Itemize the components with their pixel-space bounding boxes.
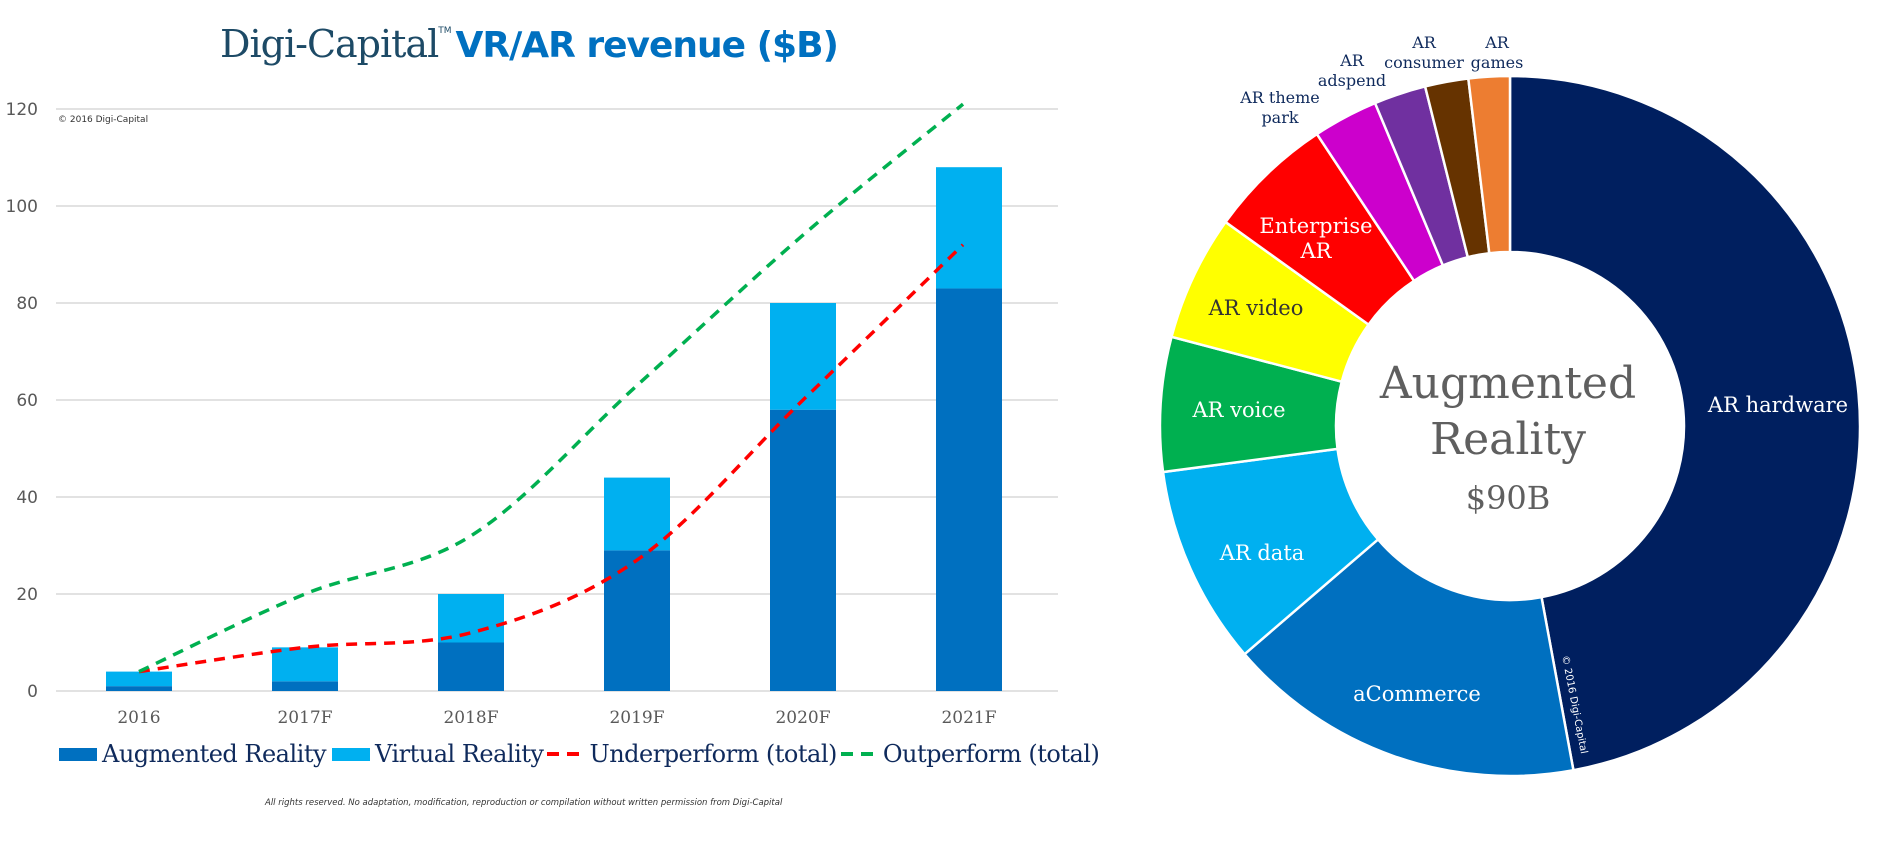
slice-label: adspend [1318, 71, 1386, 90]
x-tick-label: 2018F [443, 708, 498, 728]
slice-label: games [1471, 53, 1524, 72]
bars [106, 167, 1002, 691]
slice-label: AR video [1208, 296, 1304, 320]
slice-label: AR voice [1191, 398, 1285, 422]
y-tick-label: 120 [6, 100, 38, 120]
donut-slice-ar-games [1466, 74, 1512, 255]
x-axis-ticks: 2016 2017F 2018F 2019F 2020F 2021F [117, 708, 996, 728]
slice-label: AR [1411, 33, 1437, 52]
bar-virtual-reality [604, 477, 670, 551]
x-tick-label: 2021F [941, 708, 996, 728]
y-tick-label: 40 [16, 488, 38, 508]
legend-item-outperform: Outperform (total) [837, 740, 1100, 768]
slice-label: AR [1484, 33, 1510, 52]
gridlines [56, 108, 1058, 692]
bar-virtual-reality [936, 167, 1002, 289]
legend-item-underperform: Underperform (total) [543, 740, 837, 768]
x-tick-label: 2017F [277, 708, 332, 728]
bar-augmented-reality [438, 642, 504, 691]
slice-label: AR data [1219, 541, 1305, 565]
center-label-total: $90B [1466, 479, 1551, 517]
legend: Augmented Reality Virtual Reality Underp… [59, 740, 1100, 768]
donut-slice-ar-video [1170, 220, 1371, 384]
bar-chart: 0 20 40 60 80 100 120 2016 2017F 2018F 2019F 2020F… [6, 100, 1058, 728]
donut-slice-ar-voice [1158, 335, 1344, 474]
chart-copyright: © 2016 Digi-Capital [58, 115, 148, 125]
donut-slice-ar-data [1161, 447, 1380, 656]
slice-label: AR [1339, 51, 1365, 70]
chart-title: Digi-CapitalTM VR/AR revenue ($B) [220, 22, 839, 66]
legend-item-augmented-reality: Augmented Reality [59, 740, 327, 768]
slice-label: Enterprise [1259, 214, 1372, 238]
bar-virtual-reality [770, 303, 836, 410]
donut-center-label: Augmented Reality $90B [1379, 358, 1636, 517]
legend-label: Outperform (total) [882, 740, 1100, 768]
center-label-line-2: Reality [1430, 414, 1586, 465]
rights-footer: All rights reserved. No adaptation, modi… [265, 798, 783, 808]
y-tick-label: 80 [16, 294, 38, 314]
donut-slice-ar-hardware [1508, 74, 1862, 772]
x-tick-label: 2020F [775, 708, 830, 728]
y-tick-label: 0 [27, 682, 38, 702]
slice-label: AR theme [1239, 88, 1320, 107]
donut-slice-labels: AR hardware aCommerce AR data AR voice AR vi… [1191, 33, 1848, 706]
y-axis-ticks: 0 20 40 60 80 100 120 [6, 100, 38, 702]
donut-copyright: © 2016 Digi-Capital [1559, 654, 1589, 754]
x-tick-label: 2019F [609, 708, 664, 728]
bar-augmented-reality [604, 550, 670, 691]
legend-dash-red [547, 752, 584, 756]
y-tick-label: 100 [6, 197, 38, 217]
bar-augmented-reality [770, 409, 836, 691]
slice-label: aCommerce [1353, 682, 1481, 706]
legend-label: Augmented Reality [102, 740, 327, 768]
donut-slice-enterprise-ar [1223, 132, 1416, 327]
outperform-line [138, 102, 965, 674]
slice-label: AR hardware [1707, 393, 1848, 417]
chart-title-main: VR/AR revenue ($B) [455, 25, 839, 66]
donut-slice-ar-theme-park [1315, 101, 1445, 283]
legend-swatch-ar [59, 747, 97, 761]
donut-slice-ar-adspend [1373, 84, 1470, 268]
bar-augmented-reality [272, 681, 338, 691]
bar-virtual-reality [272, 647, 338, 682]
bar-virtual-reality [106, 671, 172, 687]
legend-label: Underperform (total) [589, 740, 837, 768]
legend-item-virtual-reality: Virtual Reality [332, 740, 544, 768]
center-label-line-1: Augmented [1379, 358, 1636, 409]
donut-slices [1158, 74, 1862, 778]
slice-label: AR [1300, 239, 1333, 263]
legend-label: Virtual Reality [375, 740, 544, 768]
slice-label: park [1261, 108, 1298, 127]
y-tick-label: 60 [16, 391, 38, 411]
x-tick-label: 2016 [117, 708, 160, 728]
trend-lines [138, 102, 965, 674]
bar-virtual-reality [438, 594, 504, 643]
bar-augmented-reality [106, 686, 172, 691]
legend-dash-green [840, 752, 877, 756]
bar-augmented-reality [936, 288, 1002, 691]
slice-label: consumer [1384, 53, 1464, 72]
legend-swatch-vr [332, 747, 371, 761]
underperform-line [138, 243, 965, 674]
y-tick-label: 20 [16, 585, 38, 605]
donut-slice-acommerce [1242, 537, 1575, 778]
brand-name: Digi-Capital [220, 22, 439, 66]
trademark-mark: TM [438, 26, 452, 36]
donut-slice-ar-consumer [1423, 77, 1491, 259]
